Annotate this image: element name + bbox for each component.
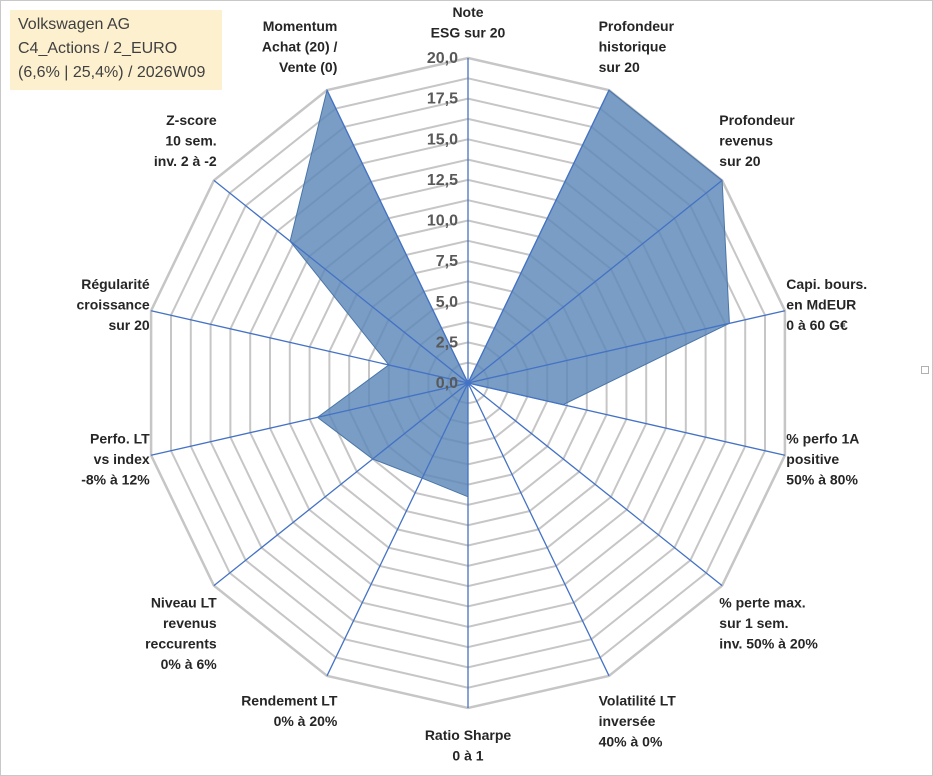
axis-label-5-line-1: sur 1 sem. [719, 615, 788, 631]
axis-label-1-line-2: sur 20 [599, 59, 640, 75]
axis-label-11-line-1: croissance [77, 297, 150, 313]
axis-label-1: Profondeur historique sur 20 [599, 18, 675, 75]
tick-label-5: 12,5 [427, 172, 458, 189]
axis-label-9: Niveau LT revenus reccurents 0% à 6% [145, 594, 217, 672]
tick-label-7: 17,5 [427, 91, 458, 108]
axis-label-9-line-0: Niveau LT [151, 594, 217, 610]
axis-label-13-line-2: Vente (0) [279, 59, 337, 75]
spoke-8 [326, 382, 469, 677]
axis-label-13-line-0: Momentum [263, 18, 338, 34]
tick-label-1: 2,5 [436, 334, 458, 351]
axis-label-6-line-1: inversée [599, 713, 656, 729]
axis-label-2-line-1: revenus [719, 133, 773, 149]
spoke-3 [467, 310, 786, 384]
tick-label-8: 20,0 [427, 50, 458, 67]
axis-label-9-line-3: 0% à 6% [161, 656, 218, 672]
axis-label-9-line-1: revenus [163, 615, 217, 631]
axis-label-12-line-1: 10 sem. [165, 133, 216, 149]
series-area [289, 88, 730, 498]
spokes [150, 58, 786, 708]
spoke-5 [467, 382, 723, 587]
axis-label-7-line-1: 0 à 1 [452, 748, 483, 764]
axis-label-3-line-0: Capi. bours. [786, 276, 867, 292]
axis-label-6-line-0: Volatilité LT [599, 693, 677, 709]
axis-label-2: Profondeur revenus sur 20 [719, 112, 795, 169]
title-line-1: Volkswagen AG [18, 16, 131, 33]
axis-label-3: Capi. bours. en MdEUR 0 à 60 G€ [786, 276, 867, 333]
axis-label-5-line-2: inv. 50% à 20% [719, 635, 818, 651]
axis-label-1-line-0: Profondeur [599, 18, 675, 34]
axis-label-4-line-0: % perfo 1A [786, 431, 859, 447]
axis-labels: Note ESG sur 20 Profondeur historique sur 20… [77, 4, 868, 764]
spoke-9 [213, 382, 469, 587]
resize-handle[interactable] [921, 366, 929, 374]
axis-label-10-line-2: -8% à 12% [81, 472, 150, 488]
axis-label-12-line-0: Z-score [166, 112, 217, 128]
axis-label-6-line-2: 40% à 0% [599, 734, 663, 750]
axis-label-7: Ratio Sharpe 0 à 1 [425, 727, 512, 764]
chart-title-box: Volkswagen AG C4_Actions / 2_EURO (6,6% … [10, 10, 222, 90]
spoke-11 [150, 310, 469, 384]
tick-label-0: 0,0 [436, 375, 458, 392]
axis-label-10-line-0: Perfo. LT [90, 431, 150, 447]
axis-label-11: Régularité croissance sur 20 [77, 276, 150, 333]
axis-label-3-line-2: 0 à 60 G€ [786, 317, 848, 333]
axis-label-1-line-1: historique [599, 38, 667, 54]
axis-label-10-line-1: vs index [94, 451, 150, 467]
axis-label-4-line-2: 50% à 80% [786, 472, 858, 488]
title-line-3: (6,6% | 25,4%) / 2026W09 [18, 64, 206, 81]
spoke-13 [326, 89, 469, 384]
axis-label-8: Rendement LT 0% à 20% [241, 693, 338, 730]
axis-label-8-line-1: 0% à 20% [274, 713, 338, 729]
axis-label-8-line-0: Rendement LT [241, 693, 338, 709]
axis-label-12-line-2: inv. 2 à -2 [154, 153, 217, 169]
tick-label-4: 10,0 [427, 213, 458, 230]
tick-label-6: 15,0 [427, 131, 458, 148]
tick-labels: 0,0 2,5 5,0 7,5 10,0 12,5 15,0 17,5 20,0 [427, 50, 458, 392]
axis-label-12: Z-score 10 sem. inv. 2 à -2 [154, 112, 217, 169]
tick-label-2: 5,0 [436, 294, 458, 311]
axis-label-4-line-1: positive [786, 451, 839, 467]
axis-label-13: Momentum Achat (20) / Vente (0) [262, 18, 338, 75]
axis-label-0: Note ESG sur 20 [431, 4, 506, 41]
title-line-2: C4_Actions / 2_EURO [18, 40, 178, 57]
spoke-2 [467, 179, 723, 384]
spoke-6 [467, 382, 610, 677]
axis-label-3-line-1: en MdEUR [786, 297, 856, 313]
axis-label-0-line-1: ESG sur 20 [431, 25, 506, 41]
axis-label-6: Volatilité LT inversée 40% à 0% [599, 693, 677, 750]
axis-label-7-line-0: Ratio Sharpe [425, 727, 512, 743]
spoke-10 [150, 382, 469, 456]
tick-label-3: 7,5 [436, 253, 458, 270]
axis-label-11-line-2: sur 20 [108, 317, 149, 333]
axis-label-11-line-0: Régularité [81, 276, 150, 292]
axis-label-0-line-0: Note [452, 4, 483, 20]
axis-label-2-line-0: Profondeur [719, 112, 795, 128]
spoke-4 [467, 382, 786, 456]
axis-label-2-line-2: sur 20 [719, 153, 760, 169]
axis-label-9-line-2: reccurents [145, 635, 217, 651]
spoke-12 [213, 179, 469, 384]
axis-label-5: % perte max. sur 1 sem. inv. 50% à 20% [719, 594, 818, 651]
axis-label-4: % perfo 1A positive 50% à 80% [786, 431, 859, 488]
axis-label-5-line-0: % perte max. [719, 594, 805, 610]
axis-label-13-line-1: Achat (20) / [262, 38, 338, 54]
spoke-1 [467, 89, 610, 384]
axis-label-10: Perfo. LT vs index -8% à 12% [81, 431, 150, 488]
